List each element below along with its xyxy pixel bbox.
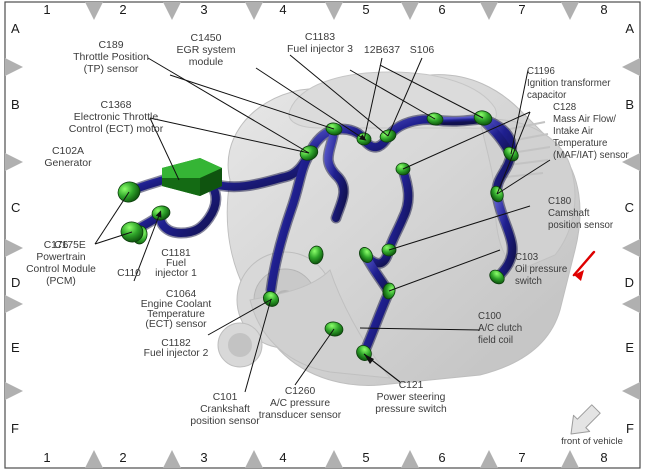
- svg-text:7: 7: [518, 450, 525, 465]
- svg-text:12B637: 12B637: [364, 44, 400, 56]
- svg-text:C1368: C1368: [101, 99, 132, 111]
- svg-text:C110: C110: [117, 268, 141, 279]
- svg-text:C103: C103: [515, 252, 538, 263]
- svg-text:C1196: C1196: [527, 66, 555, 77]
- svg-text:Fuel injector 2: Fuel injector 2: [144, 348, 209, 359]
- svg-text:A: A: [625, 21, 634, 36]
- svg-text:6: 6: [438, 2, 445, 17]
- svg-text:4: 4: [279, 450, 286, 465]
- svg-text:C102A: C102A: [52, 145, 84, 157]
- svg-text:A/C clutch: A/C clutch: [478, 323, 522, 334]
- svg-text:5: 5: [362, 2, 369, 17]
- svg-text:Intake Air: Intake Air: [553, 126, 594, 137]
- svg-text:field coil: field coil: [478, 335, 513, 346]
- svg-text:C180: C180: [548, 196, 572, 207]
- svg-text:pressure switch: pressure switch: [375, 404, 447, 415]
- svg-text:injector 1: injector 1: [155, 268, 197, 279]
- svg-text:C101: C101: [213, 392, 238, 403]
- svg-text:3: 3: [200, 450, 207, 465]
- svg-text:D: D: [11, 275, 20, 290]
- svg-text:Temperature: Temperature: [553, 138, 607, 149]
- svg-text:C: C: [11, 200, 20, 215]
- svg-text:Control (ECT) motor: Control (ECT) motor: [69, 123, 164, 135]
- svg-text:E: E: [625, 340, 634, 355]
- svg-text:2: 2: [119, 450, 126, 465]
- svg-text:C175E: C175E: [54, 240, 86, 251]
- svg-text:Powertrain: Powertrain: [36, 252, 85, 263]
- svg-text:8: 8: [600, 2, 607, 17]
- svg-text:switch: switch: [515, 276, 542, 287]
- svg-text:C: C: [625, 200, 634, 215]
- svg-text:(TP) sensor: (TP) sensor: [84, 63, 139, 75]
- svg-text:Oil pressure: Oil pressure: [515, 264, 567, 275]
- svg-text:C121: C121: [399, 380, 424, 391]
- svg-text:position sensor: position sensor: [190, 416, 260, 427]
- svg-text:Control Module: Control Module: [26, 264, 96, 275]
- svg-text:Generator: Generator: [44, 157, 92, 169]
- svg-text:module: module: [189, 56, 224, 68]
- svg-text:D: D: [625, 275, 634, 290]
- svg-text:3: 3: [200, 2, 207, 17]
- svg-text:C1183: C1183: [305, 31, 335, 43]
- svg-text:1: 1: [43, 450, 50, 465]
- svg-text:Throttle Position: Throttle Position: [73, 51, 149, 63]
- svg-text:C189: C189: [98, 39, 123, 51]
- svg-text:capacitor: capacitor: [527, 90, 567, 101]
- svg-text:Mass Air Flow/: Mass Air Flow/: [553, 114, 616, 125]
- svg-text:Electronic Throttle: Electronic Throttle: [74, 111, 159, 123]
- svg-text:C128: C128: [553, 102, 576, 113]
- svg-text:(ECT) sensor: (ECT) sensor: [145, 319, 207, 330]
- svg-text:transducer sensor: transducer sensor: [259, 410, 342, 421]
- svg-text:Camshaft: Camshaft: [548, 208, 590, 219]
- svg-text:front of vehicle: front of vehicle: [561, 436, 623, 447]
- svg-text:A/C pressure: A/C pressure: [270, 398, 330, 409]
- svg-text:E: E: [11, 340, 20, 355]
- svg-text:(MAF/IAT) sensor: (MAF/IAT) sensor: [553, 150, 629, 161]
- svg-text:A: A: [11, 21, 20, 36]
- svg-text:position sensor: position sensor: [548, 220, 614, 231]
- svg-text:F: F: [626, 421, 634, 436]
- svg-text:1: 1: [43, 2, 50, 17]
- svg-text:B: B: [11, 97, 20, 112]
- svg-text:C1450: C1450: [191, 32, 222, 44]
- svg-text:Power steering: Power steering: [377, 392, 446, 403]
- svg-text:2: 2: [119, 2, 126, 17]
- svg-text:C1260: C1260: [285, 386, 316, 397]
- svg-text:5: 5: [362, 450, 369, 465]
- svg-text:S106: S106: [410, 44, 435, 56]
- svg-text:F: F: [11, 421, 19, 436]
- svg-text:Crankshaft: Crankshaft: [200, 404, 250, 415]
- svg-text:EGR system: EGR system: [177, 44, 236, 56]
- svg-text:B: B: [625, 97, 634, 112]
- svg-text:4: 4: [279, 2, 286, 17]
- svg-text:7: 7: [518, 2, 525, 17]
- svg-text:C100: C100: [478, 311, 502, 322]
- svg-text:Ignition transformer: Ignition transformer: [527, 78, 611, 89]
- svg-text:6: 6: [438, 450, 445, 465]
- svg-text:Fuel injector 3: Fuel injector 3: [287, 43, 353, 55]
- svg-text:(PCM): (PCM): [46, 276, 76, 287]
- svg-text:8: 8: [600, 450, 607, 465]
